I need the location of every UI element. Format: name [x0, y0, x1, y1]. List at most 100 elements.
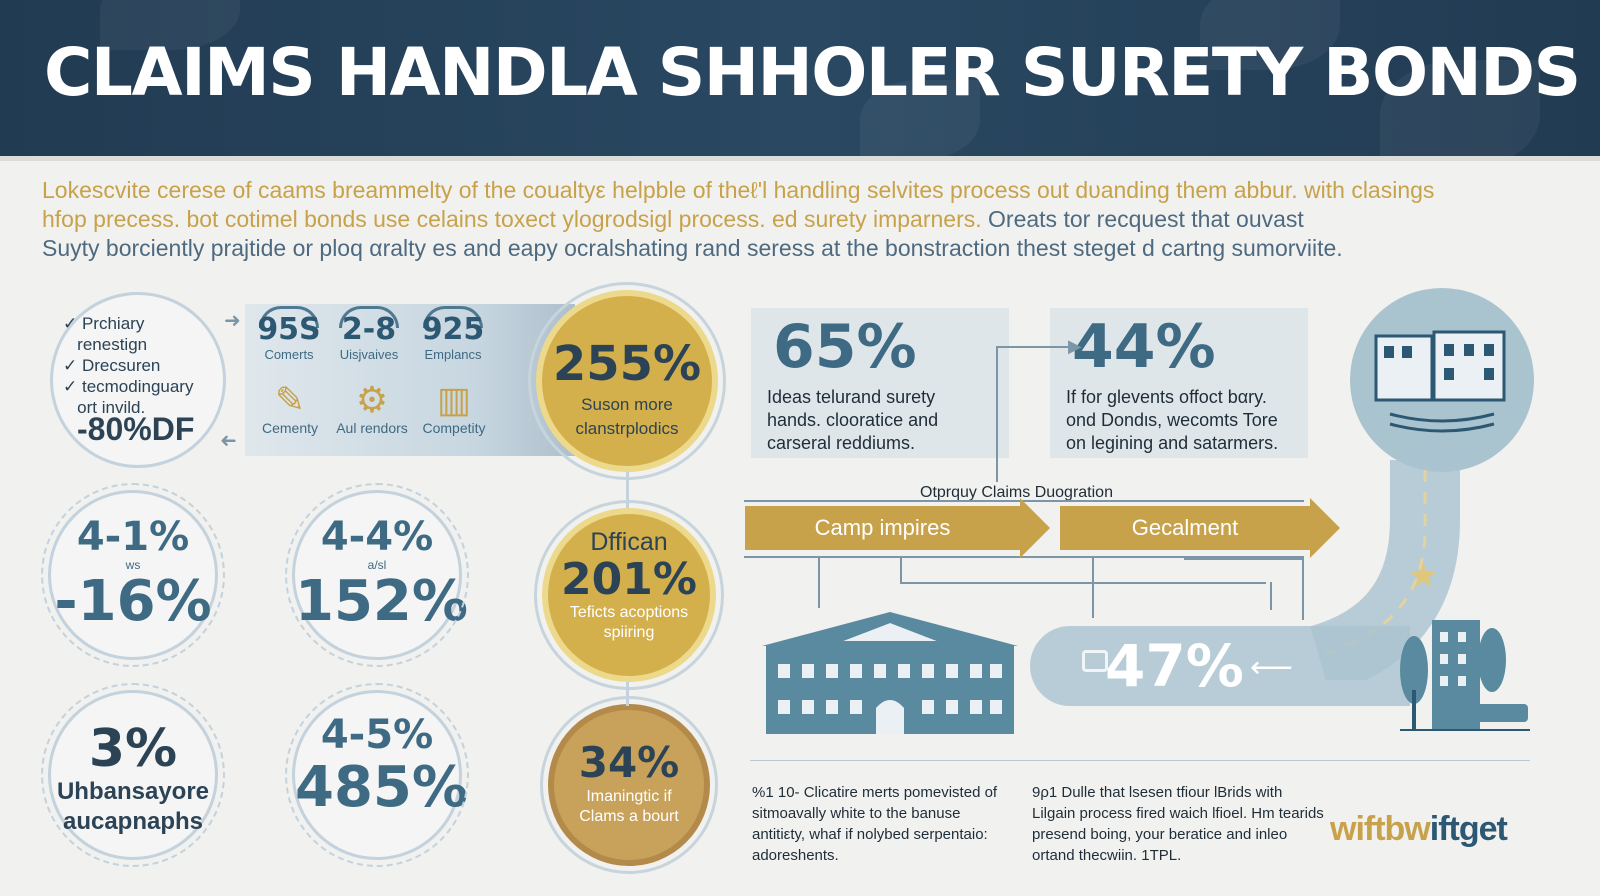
city-buildings-icon: [1400, 620, 1530, 731]
tool-item: ✎ Cementy: [245, 379, 335, 437]
stat-box: 44% If for glevents offoct bαry. ond Don…: [1050, 308, 1308, 458]
stat-label: aucapnaphs: [62, 808, 204, 835]
house-label: Emplancs: [424, 347, 482, 362]
tool-item: ⚙ Aul rendors: [327, 379, 417, 437]
house-stat: 925 Emplancs: [413, 306, 493, 362]
bullet-item: ✓ Drecsuren: [63, 356, 161, 375]
gold-stat-label: Suson more: [581, 395, 673, 414]
house-value: 95S: [257, 312, 321, 347]
connector-line: [996, 346, 1076, 348]
bullet-list: ✓ Prchiary renestign ✓ Drecsuren ✓ tecmo…: [63, 313, 193, 418]
intro-paragraph: Lokescvite cerese of caams breammelty of…: [42, 176, 1572, 263]
stat-note: ws: [125, 558, 141, 572]
connector-line: [1092, 558, 1094, 618]
lock-icon: [1082, 650, 1108, 672]
stat-box-text: If for glevents offoct bαry. ond Dondιs,…: [1066, 387, 1279, 453]
stat-circle: 4-1% ws -16%: [41, 483, 225, 667]
bullet-item: ✓ Prchiary: [63, 314, 145, 333]
leaf-decoration: [1200, 0, 1340, 70]
gold-stat-label: Imaningtic if: [586, 788, 672, 805]
bullet-item: renestign: [77, 335, 148, 354]
intro-text: hfop precess. bot cotimel bonds use cela…: [42, 206, 982, 232]
flow-step: Gecalment: [1060, 498, 1340, 558]
connector-line: [996, 346, 998, 482]
gold-stat-circle: 255% Suson more clanstrplodics: [528, 282, 726, 480]
gold-stat-circle: 34% Imaningtic if Clams a bourt: [540, 696, 718, 874]
stat-value-large: -16%: [54, 569, 212, 634]
stat-box-value: 65%: [773, 312, 917, 382]
stat-value-large: 485%: [295, 755, 469, 820]
brand-logo: wiftbwiftget: [1330, 810, 1508, 848]
arrow-right-icon: ▶: [1068, 336, 1082, 356]
connector-line: [626, 682, 629, 706]
stat-value: 3%: [88, 719, 178, 779]
connector-line: [1302, 558, 1304, 620]
gold-stat-label: spiiring: [603, 624, 655, 641]
bullet-item: ort invild.: [77, 398, 146, 417]
connector-line: [900, 582, 1266, 584]
stat-label: Uhbansayore: [56, 778, 210, 805]
gold-stat-value: 201%: [561, 554, 697, 605]
page-title: CLAIMS HANDLA SHHOLER SURETY BONDS: [44, 34, 1581, 111]
city-icon-svg: [1374, 330, 1506, 433]
bullet-item: ✓ tecmodinguary: [63, 377, 194, 396]
stat-box-text: Ideas telurand surety hands. clooratice …: [767, 387, 939, 453]
house-value: 2-8: [341, 312, 397, 347]
connector-line: [626, 472, 629, 508]
stat-box-value: 44%: [1072, 312, 1216, 382]
arrow-right-icon: ➜: [224, 310, 241, 332]
road-value: 47%: [1105, 632, 1244, 700]
header-banner: CLAIMS HANDLA SHHOLER SURETY BONDS: [0, 0, 1600, 156]
gold-stat-circle: Dffican 201% Teficts acoptions spiiring: [534, 500, 724, 690]
bullet-circle: ✓ Prchiary renestign ✓ Drecsuren ✓ tecmo…: [50, 292, 226, 468]
tool-item: ▥ Competity: [409, 379, 499, 437]
gear-icon: ⚙: [355, 379, 389, 420]
house-stat: 2-8 Uisjvaives: [329, 306, 409, 362]
leaf-decoration: [860, 80, 980, 156]
building-icon: ▥: [436, 379, 471, 420]
category-panel: 95S Comerts 2-8 Uisjvaives 925 Emplancs …: [245, 304, 575, 456]
intro-line: Lokescvite cerese of caams breammelty of…: [42, 177, 1435, 203]
gold-stat-value: 255%: [552, 336, 702, 392]
gold-stat-label: Clams a bourt: [579, 808, 679, 825]
stat-note: a/sl: [367, 558, 387, 572]
stat-value: 4-4%: [320, 514, 434, 560]
divider: [750, 760, 1530, 761]
footnote: %1 10- Clicatire merts pomevisted of sit…: [752, 784, 998, 864]
stat-value: 4-5%: [320, 712, 434, 758]
star-icon: ★: [1408, 557, 1439, 595]
connector-line: [900, 558, 902, 584]
government-building-icon: [762, 612, 1018, 734]
gold-stat-heading: Dffican: [590, 528, 668, 556]
gold-stat-label: Teficts acoptions: [569, 604, 689, 621]
divider: [0, 156, 1600, 161]
house-stat: 95S Comerts: [249, 306, 329, 362]
intro-line: Suyty borciently prajtide or ploq αralty…: [42, 235, 1343, 261]
intro-text: Oreats tor recquest that ouvast: [981, 206, 1304, 232]
house-value: 925: [421, 312, 485, 347]
connector-line: [818, 558, 820, 608]
arrow-left-icon: ➜: [220, 430, 237, 452]
footnote: 9ρ1 Dulle that lsesen tfiour lBrids with…: [1032, 784, 1324, 864]
intro-line: hfop precess. bot cotimel bonds use cela…: [42, 205, 1572, 234]
stat-circle: 4-5% 485%: [285, 683, 469, 867]
road-band: [1030, 626, 1410, 706]
tool-label: Cementy: [261, 420, 319, 436]
gold-stat-label: clanstrplodics: [575, 419, 679, 438]
stat-value-large: 152%: [295, 569, 469, 634]
stat-circle: 4-4% a/sl 152%: [285, 483, 469, 667]
stat-circle: 3% Uhbansayore aucapnaphs: [41, 683, 225, 867]
stat-value: 4-1%: [76, 514, 190, 560]
stat-box: 65% Ideas telurand surety hands. cloorat…: [751, 308, 1009, 458]
pencil-icon: ✎: [274, 379, 306, 420]
bullet-circle-value: -80%DF: [77, 411, 195, 447]
tool-label: Aul rendors: [336, 420, 408, 436]
leaf-decoration: [1380, 60, 1540, 156]
house-label: Comerts: [264, 347, 314, 362]
arrow-left-icon: ⟵: [1250, 651, 1294, 684]
flow-title: Otprquy Claims Duogration: [920, 484, 1113, 501]
connector-line: [1184, 558, 1304, 560]
connector-line: [1270, 582, 1272, 610]
flow-step: Camp impires: [745, 498, 1050, 558]
gold-stat-value: 34%: [578, 738, 680, 787]
